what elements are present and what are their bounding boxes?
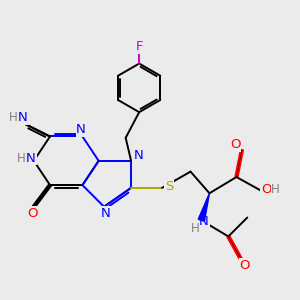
Text: S: S (165, 180, 173, 193)
Polygon shape (198, 193, 209, 221)
Text: H: H (9, 111, 18, 124)
Text: O: O (230, 138, 240, 151)
Text: F: F (135, 40, 143, 53)
Text: N: N (100, 207, 110, 220)
Text: O: O (261, 183, 272, 196)
Text: N: N (76, 123, 86, 136)
Text: O: O (239, 259, 250, 272)
Text: H: H (271, 183, 280, 196)
Text: O: O (27, 207, 38, 220)
Text: N: N (199, 215, 209, 228)
Text: H: H (17, 152, 26, 165)
Text: H: H (191, 222, 200, 235)
Text: N: N (18, 111, 28, 124)
Text: N: N (134, 149, 143, 162)
Text: N: N (26, 152, 36, 165)
